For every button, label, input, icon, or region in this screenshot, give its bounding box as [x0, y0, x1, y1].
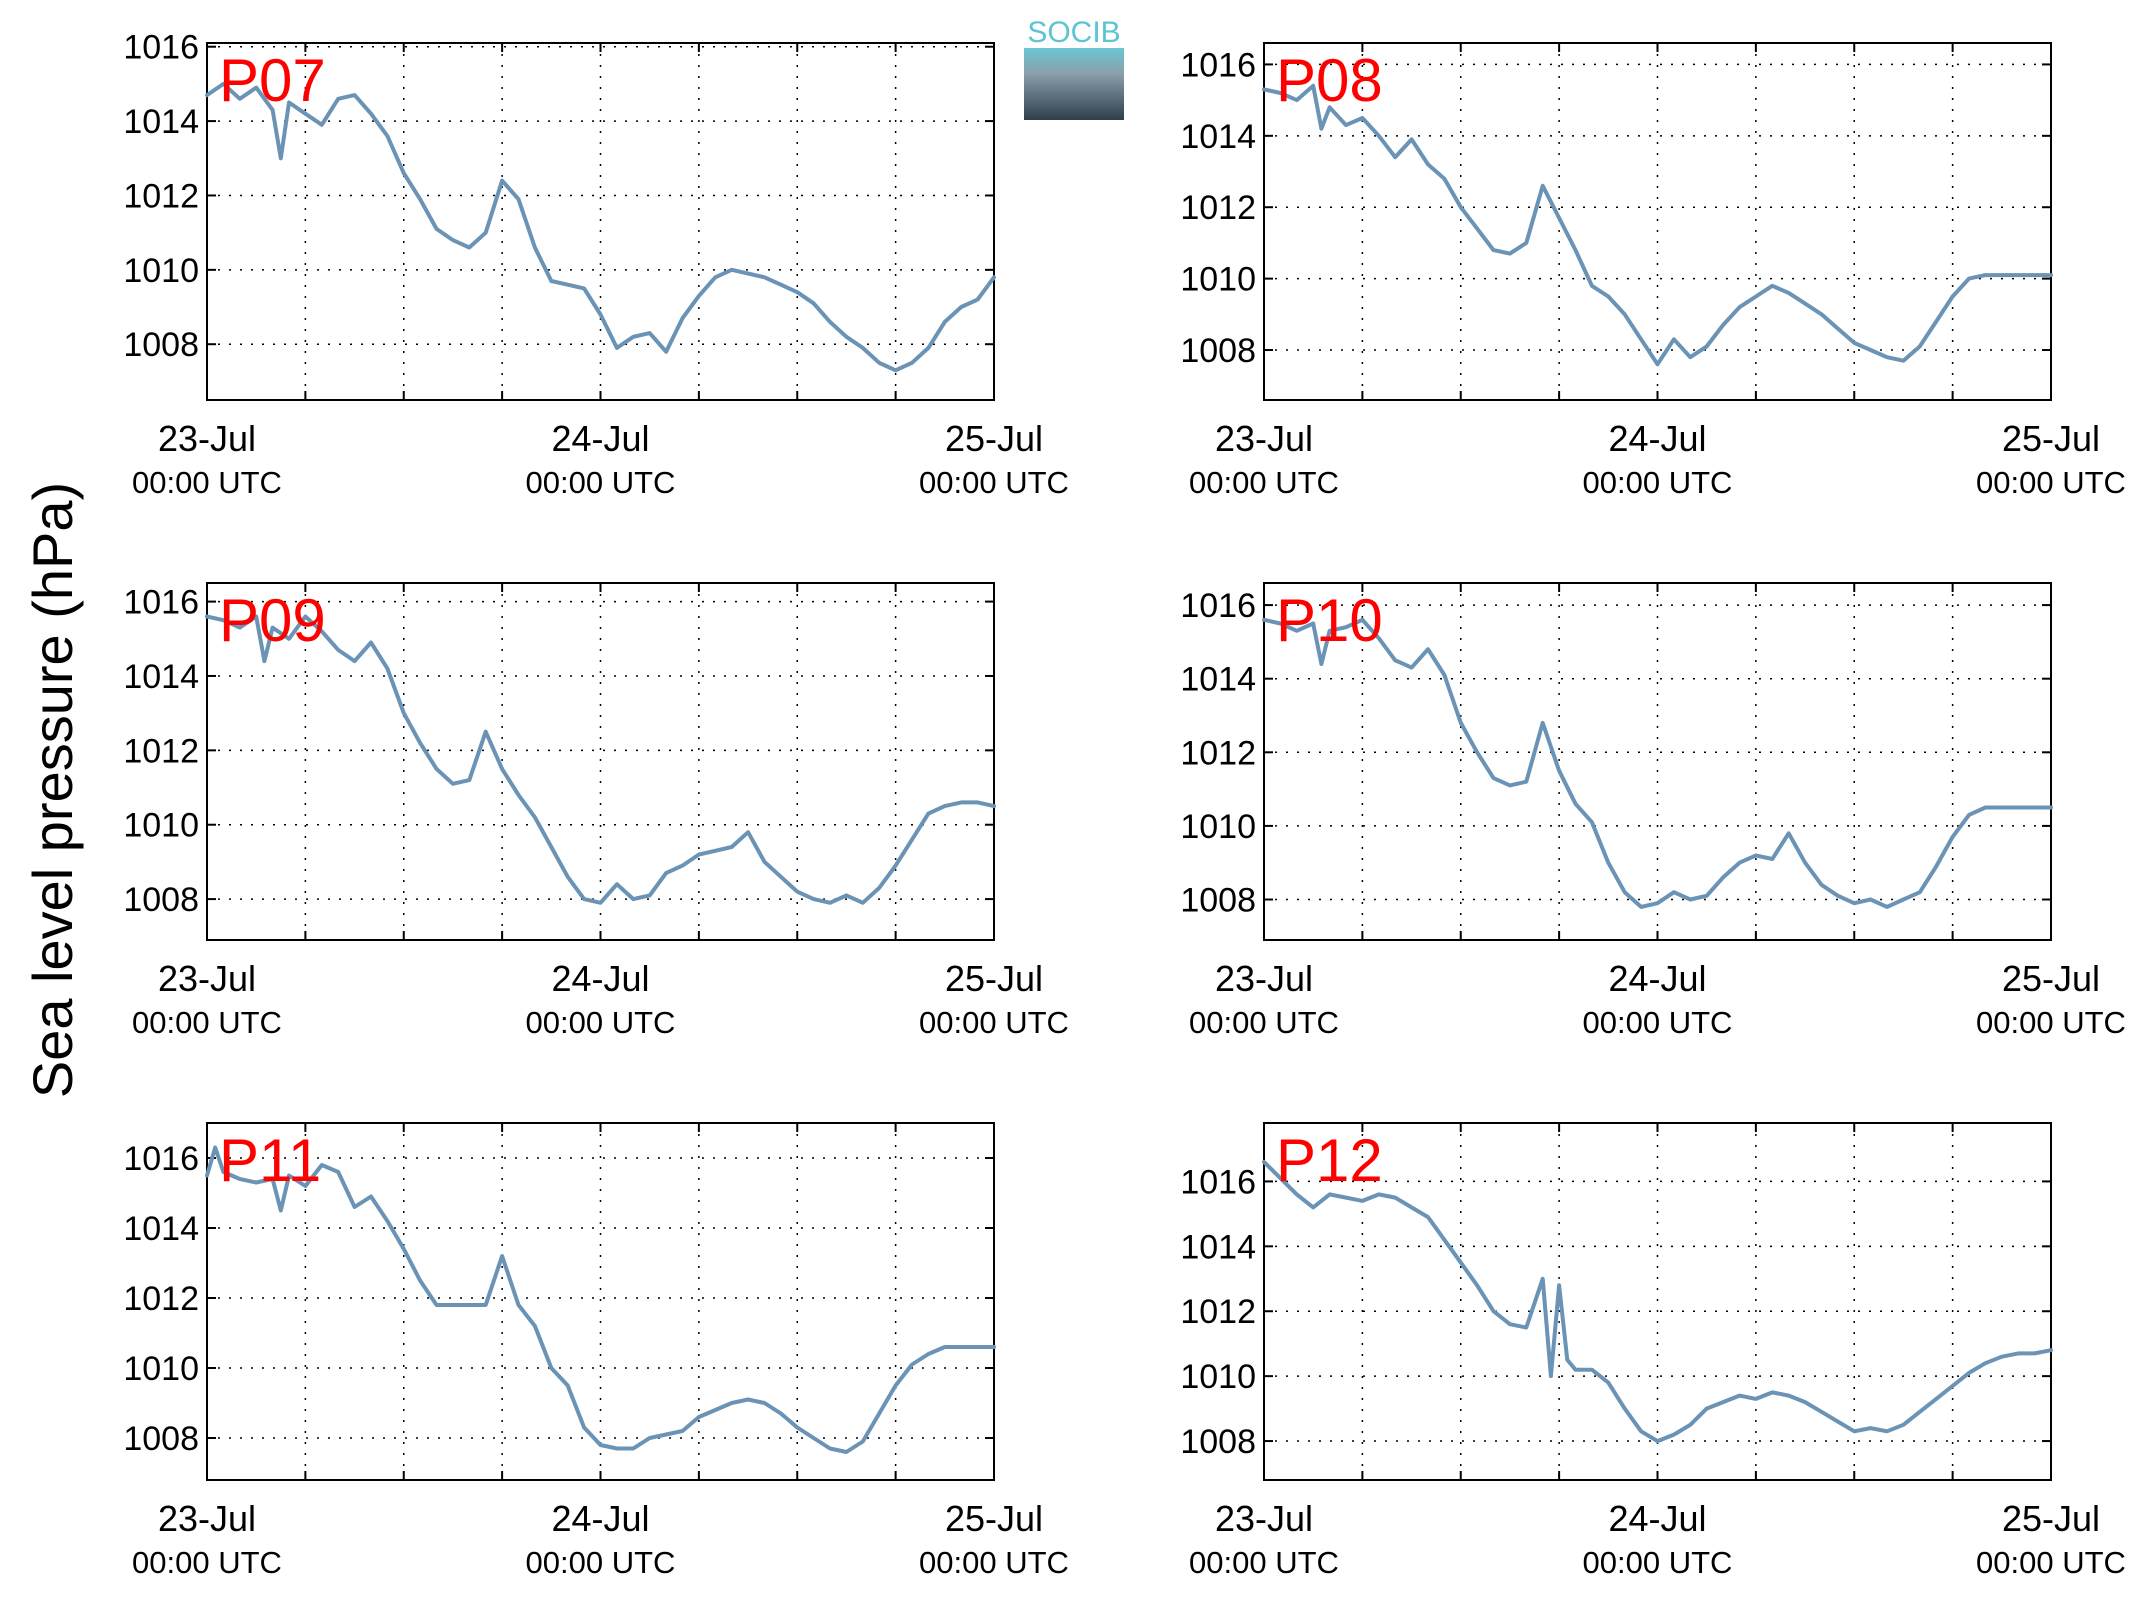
y-tick-label: 1012 — [1180, 1293, 1256, 1331]
y-tick-label: 1016 — [123, 1140, 199, 1178]
y-tick-label: 1008 — [1180, 882, 1256, 920]
panel-p11: 1008 1010 1012 1014 1016 23-Jul 00:00 UTC 24-Ju… — [123, 1122, 1069, 1580]
y-tick-label: 1014 — [123, 103, 199, 141]
x-tick-date-label: 23-Jul — [158, 1498, 256, 1539]
x-tick-time-label: 00:00 UTC — [526, 1005, 676, 1040]
x-tick-date-label: 25-Jul — [945, 1498, 1043, 1539]
x-tick-time-label: 00:00 UTC — [1583, 1545, 1733, 1580]
x-tick-time-label: 00:00 UTC — [919, 1005, 1069, 1040]
y-tick-label: 1012 — [123, 732, 199, 770]
x-tick-time-label: 00:00 UTC — [919, 465, 1069, 500]
panel-p09: 1008 1010 1012 1014 1016 23-Jul 00:00 UTC 24-Ju… — [123, 582, 1069, 1040]
x-tick-date-label: 25-Jul — [945, 418, 1043, 459]
series-line-p08 — [1262, 83, 2053, 367]
series-line-p11 — [205, 1145, 996, 1454]
x-tick-time-label: 00:00 UTC — [919, 1545, 1069, 1580]
x-tick-time-label: 00:00 UTC — [1189, 1005, 1339, 1040]
y-tick-label: 1012 — [1180, 734, 1256, 772]
x-tick-date-label: 24-Jul — [551, 1498, 649, 1539]
x-tick-date-label: 25-Jul — [2002, 418, 2100, 459]
y-tick-label: 1008 — [123, 326, 199, 364]
panel-label: P08 — [1276, 47, 1383, 114]
x-tick-date-label: 23-Jul — [158, 418, 256, 459]
series-line-p10 — [1262, 617, 2053, 909]
x-tick-date-label: 25-Jul — [945, 958, 1043, 999]
y-tick-label: 1008 — [123, 1420, 199, 1458]
x-tick-date-label: 25-Jul — [2002, 958, 2100, 999]
x-tick-date-label: 23-Jul — [1215, 1498, 1313, 1539]
panel-p08: 1008 1010 1012 1014 1016 23-Jul 00:00 UTC 24-Ju… — [1180, 42, 2126, 500]
y-tick-label: 1010 — [1180, 808, 1256, 846]
x-tick-time-label: 00:00 UTC — [132, 465, 282, 500]
y-tick-label: 1014 — [1180, 1228, 1256, 1266]
x-tick-date-label: 24-Jul — [1608, 418, 1706, 459]
x-tick-time-label: 00:00 UTC — [526, 465, 676, 500]
y-tick-label: 1008 — [123, 881, 199, 919]
y-tick-label: 1016 — [1180, 46, 1256, 84]
y-tick-label: 1012 — [123, 1280, 199, 1318]
x-tick-date-label: 25-Jul — [2002, 1498, 2100, 1539]
y-tick-label: 1014 — [1180, 661, 1256, 699]
y-tick-label: 1010 — [1180, 261, 1256, 299]
x-tick-time-label: 00:00 UTC — [1976, 465, 2126, 500]
x-tick-date-label: 24-Jul — [1608, 958, 1706, 999]
series-line-p12 — [1262, 1159, 2053, 1444]
y-tick-label: 1010 — [1180, 1358, 1256, 1396]
panel-p10: 1008 1010 1012 1014 1016 23-Jul 00:00 UTC 24-Ju… — [1180, 582, 2126, 1040]
socib-logo-box — [1024, 48, 1124, 120]
panel-label: P07 — [219, 47, 326, 114]
x-tick-date-label: 24-Jul — [551, 958, 649, 999]
x-tick-date-label: 23-Jul — [158, 958, 256, 999]
y-tick-label: 1014 — [123, 658, 199, 696]
y-tick-label: 1010 — [123, 1350, 199, 1388]
y-tick-label: 1010 — [123, 807, 199, 845]
panels-group: 1008 1010 1012 1014 1016 23-Jul 00:00 UTC 24-Ju… — [123, 29, 2126, 1580]
panel-p12: 1008 1010 1012 1014 1016 23-Jul 00:00 UTC 24-Ju… — [1180, 1122, 2126, 1580]
x-tick-date-label: 24-Jul — [1608, 1498, 1706, 1539]
y-tick-label: 1016 — [123, 584, 199, 622]
x-tick-time-label: 00:00 UTC — [1976, 1005, 2126, 1040]
x-tick-date-label: 23-Jul — [1215, 418, 1313, 459]
y-tick-label: 1008 — [1180, 1423, 1256, 1461]
series-line-p07 — [205, 81, 996, 373]
y-tick-label: 1016 — [123, 29, 199, 67]
x-tick-time-label: 00:00 UTC — [1976, 1545, 2126, 1580]
y-tick-label: 1016 — [1180, 587, 1256, 625]
y-tick-label: 1010 — [123, 252, 199, 290]
x-tick-time-label: 00:00 UTC — [1189, 1545, 1339, 1580]
y-tick-label: 1016 — [1180, 1163, 1256, 1201]
series-line-p09 — [205, 614, 996, 905]
socib-logo-text: SOCIB — [1027, 16, 1120, 49]
panel-label: P12 — [1276, 1127, 1383, 1194]
x-tick-time-label: 00:00 UTC — [132, 1545, 282, 1580]
panel-label: P09 — [219, 587, 326, 654]
x-tick-time-label: 00:00 UTC — [1189, 465, 1339, 500]
y-tick-label: 1014 — [1180, 118, 1256, 156]
x-tick-time-label: 00:00 UTC — [132, 1005, 282, 1040]
panel-label: P11 — [219, 1127, 321, 1194]
socib-logo: SOCIB — [1024, 16, 1124, 120]
x-tick-time-label: 00:00 UTC — [1583, 465, 1733, 500]
x-tick-time-label: 00:00 UTC — [526, 1545, 676, 1580]
x-tick-date-label: 24-Jul — [551, 418, 649, 459]
x-tick-time-label: 00:00 UTC — [1583, 1005, 1733, 1040]
y-tick-label: 1014 — [123, 1210, 199, 1248]
y-tick-label: 1008 — [1180, 332, 1256, 370]
panel-label: P10 — [1276, 587, 1383, 654]
panel-p07: 1008 1010 1012 1014 1016 23-Jul 00:00 UTC 24-Ju… — [123, 29, 1069, 500]
x-tick-date-label: 23-Jul — [1215, 958, 1313, 999]
y-tick-label: 1012 — [1180, 189, 1256, 227]
y-tick-label: 1012 — [123, 177, 199, 215]
y-axis-label: Sea level pressure (hPa) — [21, 482, 84, 1098]
